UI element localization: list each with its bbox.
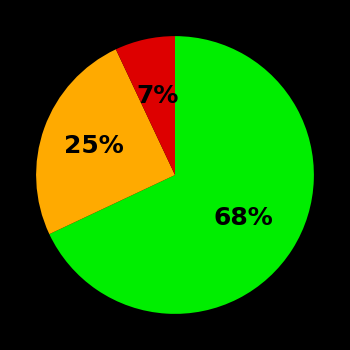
Text: 68%: 68% [213, 206, 273, 230]
Text: 7%: 7% [136, 84, 178, 108]
Text: 25%: 25% [64, 134, 124, 158]
Wedge shape [36, 49, 175, 234]
Wedge shape [49, 36, 314, 314]
Wedge shape [116, 36, 175, 175]
